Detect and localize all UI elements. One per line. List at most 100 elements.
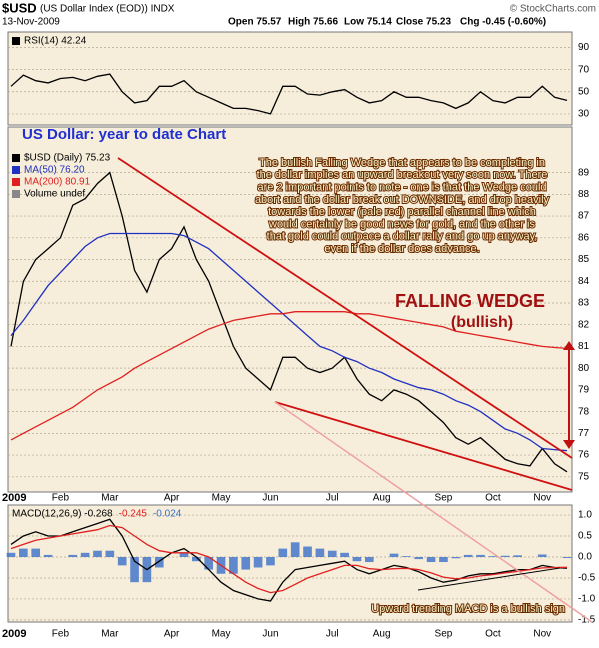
histogram-bar	[340, 552, 349, 557]
annotation-line: are 2 important points to note - one is …	[257, 182, 546, 194]
histogram-bar	[68, 554, 78, 557]
y-tick-label: 78	[578, 406, 590, 417]
annotation-line: abort and the dollar break out DOWNSIDE,…	[255, 194, 550, 206]
panel-background	[7, 31, 573, 126]
histogram-bar	[229, 557, 238, 574]
x-tick-label: 2009	[2, 628, 26, 640]
y-tick-label: 84	[578, 276, 590, 287]
y-tick-label: 81	[578, 341, 590, 352]
histogram-bar	[488, 556, 498, 557]
macd-trend-line	[417, 567, 561, 591]
panel-background	[7, 126, 573, 493]
x-tick-label: Feb	[52, 493, 70, 504]
y-tick-label: 82	[578, 319, 590, 330]
histogram-bar	[389, 553, 399, 557]
histogram-bar	[19, 548, 28, 557]
x-tick-label: Oct	[485, 629, 501, 640]
y-tick-label: 0.0	[578, 552, 592, 563]
histogram-bar	[179, 552, 189, 557]
index-name: (US Dollar Index (EOD)) INDX	[40, 4, 175, 15]
legend-swatch	[12, 190, 20, 198]
histogram-bar	[439, 557, 448, 563]
histogram-bar	[241, 557, 251, 570]
histogram-bar	[93, 550, 102, 557]
low: Low 75.14	[344, 17, 392, 28]
legend-entry: MA(200) 80.91	[24, 177, 91, 188]
histogram-bar	[80, 552, 90, 557]
legend-swatch	[12, 154, 20, 162]
wedge-label: FALLING WEDGE	[395, 291, 545, 311]
series-line	[10, 311, 568, 441]
annotation-line: even if the dollar does advance.	[324, 243, 479, 255]
x-tick-label: Jul	[326, 493, 339, 504]
x-tick-label: Mar	[101, 629, 119, 640]
histogram-bar	[327, 550, 337, 557]
y-tick-label: 85	[578, 254, 590, 265]
open: Open 75.57	[228, 17, 282, 28]
y-tick-label: 80	[578, 363, 590, 374]
x-tick-label: Sep	[435, 493, 453, 504]
x-tick-label: Nov	[533, 493, 551, 504]
histogram-bar	[253, 557, 263, 568]
annotation-line: towards the lower (pale red) parallel ch…	[268, 206, 536, 218]
legend-entry: -0.245	[119, 509, 148, 520]
y-tick-label: -0.5	[578, 573, 596, 584]
change: Chg -0.45 (-0.60%)	[460, 17, 546, 28]
histogram-bar	[315, 548, 325, 557]
y-tick-label: -1.0	[578, 594, 596, 605]
y-tick-label: 89	[578, 167, 590, 178]
legend-entry: MA(50) 76.20	[24, 165, 85, 176]
x-tick-label: Jun	[262, 493, 278, 504]
series-line	[10, 524, 568, 594]
x-tick-label: May	[212, 629, 231, 640]
histogram-bar	[204, 557, 214, 570]
date: 13-Nov-2009	[2, 17, 60, 28]
series-line	[10, 171, 568, 473]
histogram-bar	[154, 557, 164, 568]
y-tick-label: 83	[578, 298, 590, 309]
annotation-line: The bullish Falling Wedge that appears t…	[259, 157, 545, 169]
legend-swatch	[12, 178, 20, 186]
histogram-bar	[290, 542, 300, 557]
x-tick-label: Apr	[164, 493, 180, 504]
y-tick-label: 0.5	[578, 531, 592, 542]
x-tick-label: Jun	[262, 629, 278, 640]
y-tick-label: 1.0	[578, 510, 592, 521]
source: © StockCharts.com	[510, 4, 596, 15]
overlay: $USD (US Dollar Index (EOD)) INDX © Stoc…	[2, 0, 596, 623]
histogram-bar	[364, 557, 374, 563]
x-tick-label: Aug	[373, 629, 391, 640]
chart-title: US Dollar: year to date Chart	[22, 126, 226, 143]
histogram-bar	[476, 554, 485, 557]
legend-entry: MACD(12,26,9) -0.268	[12, 509, 113, 520]
y-tick-label: 90	[578, 42, 590, 53]
wedge-note: (bullish)	[451, 314, 513, 331]
x-tick-label: Sep	[435, 629, 453, 640]
y-tick-label: 86	[578, 232, 590, 243]
x-tick-label: Jul	[326, 629, 339, 640]
panel-background	[7, 504, 573, 623]
histogram-bar	[513, 555, 522, 557]
histogram-bar	[130, 557, 139, 583]
y-tick-label: 75	[578, 471, 590, 482]
series-line	[10, 518, 568, 602]
histogram-bar	[426, 557, 436, 563]
y-tick-label: 70	[578, 64, 590, 75]
histogram-bar	[6, 552, 16, 557]
legend-entry: RSI(14) 42.24	[24, 36, 87, 47]
y-tick-label: -1.5	[578, 615, 596, 626]
histogram-bar	[266, 557, 275, 566]
annotation-line: the dollar implies an upward breakout ve…	[257, 169, 548, 181]
legend-entry: Volume undef	[24, 189, 85, 200]
x-tick-label: Aug	[373, 493, 391, 504]
histogram-bar	[451, 557, 461, 559]
series-line	[10, 232, 568, 452]
x-tick-label: Apr	[164, 629, 180, 640]
annotation-line: would certainly be good news for gold, a…	[268, 218, 535, 230]
legend-entry: -0.024	[153, 509, 182, 520]
plot-layer: 30 50 70 90 RSI(14) 42.24 75 76 77 78 79 80 81 82 83 8…	[2, 31, 596, 640]
histogram-bar	[105, 550, 115, 557]
x-tick-label: 2009	[2, 492, 26, 504]
x-tick-label: May	[212, 493, 231, 504]
